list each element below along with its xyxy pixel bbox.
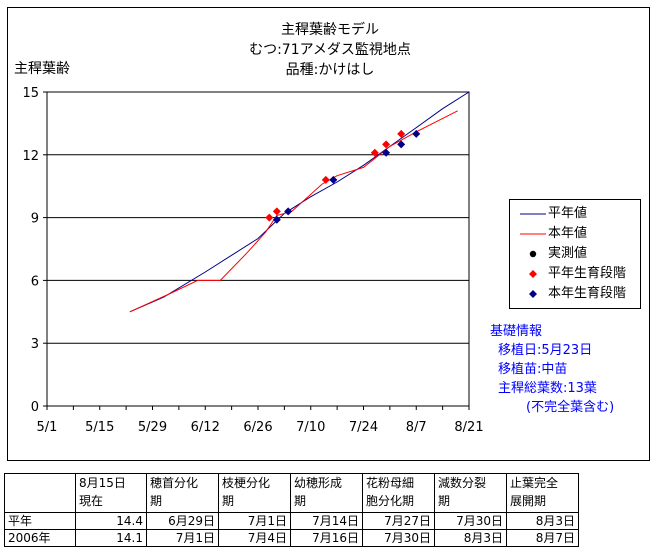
table-cell: 8月3日 (434, 529, 507, 547)
stage-marker-4 (329, 175, 338, 184)
y-tick-label: 12 (22, 149, 39, 164)
x-tick-label: 5/15 (85, 420, 114, 435)
table-row: 2006年 14.1 7月1日 7月4日 7月16日 7月30日 8月3日 8月… (4, 529, 579, 547)
table-header-cell: 止葉完全 展開期 (506, 473, 579, 513)
stage-marker-4 (412, 129, 421, 138)
table-cell: 14.1 (75, 529, 147, 547)
stage-marker-4 (272, 215, 281, 224)
chart-title-line-1: 主稈葉齢モデル (281, 22, 379, 38)
stage-marker-3 (272, 207, 281, 216)
series-layer (129, 91, 470, 313)
table-header-cell: 幼穂形成期 (290, 473, 363, 513)
x-tick-label: 7/10 (296, 420, 325, 435)
table-header-cell: 穂首分化期 (146, 473, 219, 513)
header-text: 止葉完全 展開期 (510, 476, 559, 508)
series-line-0 (129, 91, 470, 313)
y-tick-label: 0 (31, 400, 39, 415)
legend-label: 実測値 (548, 246, 588, 261)
stage-marker-4 (382, 148, 391, 157)
x-tick-label: 5/29 (138, 420, 167, 435)
stage-marker-3 (382, 140, 391, 149)
y-tick-label: 3 (31, 337, 39, 352)
legend-label: 平年生育段階 (548, 266, 627, 281)
y-tick-label: 6 (31, 274, 39, 289)
y-axis-label: 主稈葉齢 (14, 61, 70, 77)
table-header-cell: 減数分裂期 (434, 473, 507, 513)
stage-marker-4 (284, 207, 293, 216)
growth-stage-table: 8月15日 現在 穂首分化期 枝梗分化期 幼穂形成期 花粉母細 胞分化期 減数分裂期… (4, 473, 579, 547)
table-header-cell (4, 473, 76, 513)
table-cell: 7月27日 (362, 512, 435, 530)
stage-marker-3 (370, 148, 379, 157)
legend: 平年値 本年値 実測値 平年生育段階 本年生育段階 (509, 199, 641, 309)
table-cell: 7月14日 (290, 512, 363, 530)
table-cell: 7月4日 (218, 529, 291, 547)
header-text: 花粉母細 胞分化期 (366, 476, 415, 508)
plot-area (46, 91, 470, 407)
header-text: 減数分裂期 (438, 476, 487, 508)
x-tick-label: 8/7 (406, 420, 427, 435)
axes: 0 3 6 9 12 15 5/1 5/15 5/29 6/12 6/26 7/10 7/24 8/7 8/… (22, 86, 483, 435)
basic-info-line: 移植苗:中苗 (498, 362, 568, 377)
table-cell: 7月1日 (218, 512, 291, 530)
chart-title-line-3: 品種:かけはし (285, 62, 375, 78)
table-cell: 14.4 (75, 512, 147, 530)
legend-item-measured: 実測値 (510, 244, 640, 264)
x-tick-label: 8/21 (454, 420, 483, 435)
header-text: 穂首分化期 (150, 476, 199, 508)
table-cell: 6月29日 (146, 512, 219, 530)
table-cell: 8月3日 (506, 512, 579, 530)
header-text: 枝梗分化期 (222, 476, 271, 508)
chart-title-line-2: むつ:71アメダス監視地点 (249, 42, 411, 58)
header-text: 8月15日 現在 (79, 476, 126, 508)
stage-marker-3 (397, 129, 406, 138)
legend-measured-swatch (529, 250, 537, 258)
table-header-cell: 花粉母細 胞分化期 (362, 473, 435, 513)
legend-current-stage-swatch (529, 290, 537, 298)
leaf-age-chart: 0 3 6 9 12 15 5/1 5/15 5/29 6/12 6/26 7/10 7/24 8/7 8/… (14, 61, 484, 435)
table-cell: 7月30日 (434, 512, 507, 530)
basic-info-heading: 基礎情報 (490, 324, 543, 339)
header-text: 幼穂形成期 (294, 476, 343, 508)
legend-normal-line-swatch (520, 213, 546, 215)
stage-marker-3 (321, 175, 330, 184)
y-tick-label: 15 (22, 86, 39, 101)
table-cell: 8月7日 (506, 529, 579, 547)
grid-lines (47, 154, 469, 344)
legend-item-current-stage: 本年生育段階 (510, 284, 640, 304)
y-tick-label: 9 (31, 212, 39, 227)
stage-marker-4 (397, 140, 406, 149)
legend-label: 平年値 (548, 206, 588, 221)
legend-item-normal-stage: 平年生育段階 (510, 264, 640, 284)
table-cell: 7月30日 (362, 529, 435, 547)
stage-marker-3 (265, 213, 274, 222)
legend-normal-stage-swatch (529, 270, 537, 278)
legend-item-normal-line: 平年値 (510, 204, 640, 224)
table-header-cell: 8月15日 現在 (75, 473, 147, 513)
legend-label: 本年値 (548, 226, 588, 241)
table-cell: 平年 (4, 512, 76, 530)
table-header-row: 8月15日 現在 穂首分化期 枝梗分化期 幼穂形成期 花粉母細 胞分化期 減数分裂期… (4, 473, 579, 513)
legend-label: 本年生育段階 (548, 286, 627, 301)
legend-item-current-line: 本年値 (510, 224, 640, 244)
x-tick-label: 5/1 (37, 420, 58, 435)
x-tick-label: 7/24 (349, 420, 378, 435)
x-tick-label: 6/26 (243, 420, 272, 435)
table-cell: 2006年 (4, 529, 76, 547)
legend-current-line-swatch (520, 233, 546, 235)
basic-info-line: (不完全葉含む) (526, 400, 615, 415)
table-cell: 7月1日 (146, 529, 219, 547)
basic-info: 基礎情報 移植日:5月23日 移植苗:中苗 主稈総葉数:13葉 (不完全葉含む) (490, 322, 614, 417)
x-tick-label: 6/12 (191, 420, 220, 435)
chart-frame (7, 7, 650, 461)
basic-info-line: 主稈総葉数:13葉 (498, 381, 597, 396)
table-row: 平年 14.4 6月29日 7月1日 7月14日 7月27日 7月30日 8月3… (4, 512, 579, 530)
table-header-cell: 枝梗分化期 (218, 473, 291, 513)
table-cell: 7月16日 (290, 529, 363, 547)
basic-info-line: 移植日:5月23日 (498, 343, 593, 358)
